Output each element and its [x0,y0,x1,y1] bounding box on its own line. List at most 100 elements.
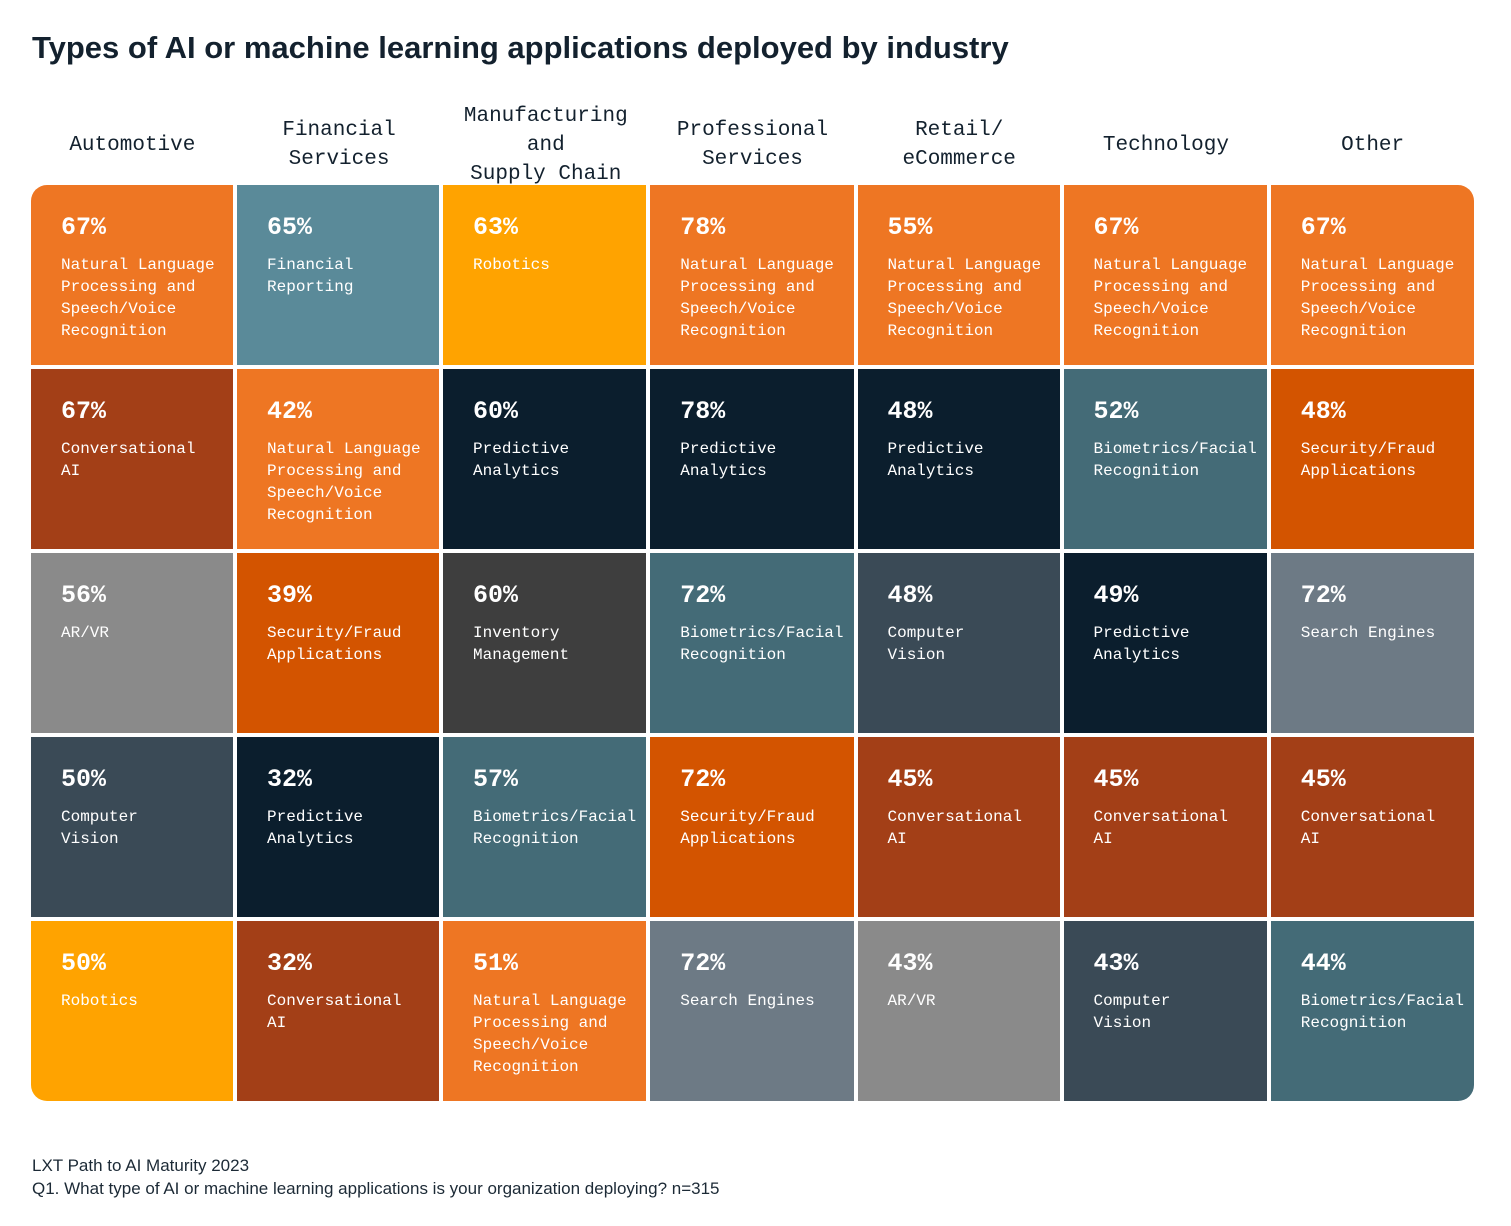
cell-value: 51% [473,949,519,978]
cell-label: Predictive Analytics [267,808,364,848]
cell-value: 55% [887,213,933,242]
cell-label: Biometrics/Facial Recognition [1300,992,1464,1032]
cell-value: 50% [61,765,107,794]
heatmap-cell: 65% Financial Reporting [237,185,440,365]
cell-label: Search Engines [1300,624,1436,642]
cell-label: Natural Language Processing and Speech/V… [887,256,1042,340]
heatmap-cell: 50% Robotics [31,921,234,1101]
cell-value: 48% [1300,397,1346,426]
column-header: Financial Services [282,119,396,171]
cell-value: 32% [267,949,313,978]
cell-label: Robotics [61,992,138,1010]
cell-label: Conversational AI [887,808,1022,848]
cell-label: Conversational AI [1300,808,1436,848]
cell-label: Robotics [473,256,550,274]
heatmap-cell: 63% Robotics [443,185,647,365]
cell-label: Predictive Analytics [1093,624,1190,664]
heatmap-cell: 50% Computer Vision [31,737,234,917]
heatmap-cell: 60% Predictive Analytics [443,369,647,549]
cell-label: Search Engines [680,992,815,1010]
cell-label: AR/VR [887,992,936,1010]
cell-label: Predictive Analytics [887,440,984,480]
cell-label: Natural Language Processing and Speech/V… [61,256,215,340]
column-headers: Automotive Financial Services Manufacturin… [31,104,1474,186]
cell-label: Computer Vision [1093,992,1171,1032]
cell-label: Natural Language Processing and Speech/V… [1300,256,1455,340]
cell-label: Conversational AI [61,440,196,480]
heatmap-cell: 78% Predictive Analytics [650,369,854,549]
cell-label: Predictive Analytics [473,440,570,480]
heatmap-cell: 57% Biometrics/Facial Recognition [443,737,647,917]
cell-value: 60% [473,581,519,610]
heatmap-cell: 45% Conversational AI [1063,737,1267,917]
cell-label: Computer Vision [61,808,138,848]
cell-label: Natural Language Processing and Speech/V… [473,992,627,1076]
cell-label: Security/Fraud Applications [1300,440,1436,480]
heatmap-cell: 67% Conversational AI [31,369,234,549]
cell-value: 72% [680,765,726,794]
cell-value: 44% [1300,949,1346,978]
heatmap-cell: 32% Conversational AI [237,921,440,1101]
column-header: Manufacturing and Supply Chain [463,104,628,186]
heatmap-cell: 72% Security/Fraud Applications [650,737,854,917]
source-text: LXT Path to AI Maturity 2023 [32,1156,250,1175]
cell-value: 63% [473,213,519,242]
heatmap-cell: 42% Natural Language Processing and Speec… [237,369,440,549]
column-header: Technology [1102,133,1229,157]
cell-label: Biometrics/Facial Recognition [473,808,637,848]
cell-label: Conversational AI [267,992,402,1032]
cell-value: 60% [473,397,519,426]
cell-value: 67% [1093,213,1139,242]
heatmap-cell: 32% Predictive Analytics [237,737,440,917]
heatmap-cell: 67% Natural Language Processing and Speec… [1063,185,1267,365]
cell-value: 78% [680,397,726,426]
heatmap-cell: 49% Predictive Analytics [1063,553,1267,733]
heatmap-cell: 67% Natural Language Processing and Speec… [31,185,234,365]
cell-value: 57% [473,765,519,794]
cell-value: 72% [1300,581,1346,610]
cell-value: 45% [1093,765,1139,794]
question-note: Q1. What type of AI or machine learning … [32,1179,720,1198]
cell-value: 72% [680,581,726,610]
cell-label: Predictive Analytics [680,440,777,480]
cell-value: 67% [61,397,107,426]
cell-value: 39% [267,581,313,610]
column-header: Retail/ eCommerce [902,119,1016,171]
heatmap-cell: 52% Biometrics/Facial Recognition [1063,369,1267,549]
cell-label: Natural Language Processing and Speech/V… [267,440,421,524]
cell-value: 65% [267,213,313,242]
heatmap-cell: 48% Predictive Analytics [857,369,1060,549]
heatmap-cell: 43% Computer Vision [1063,921,1267,1101]
cell-label: Computer Vision [887,624,965,664]
cell-value: 43% [1093,949,1139,978]
heatmap-cell: 44% Biometrics/Facial Recognition [1270,921,1474,1101]
heatmap-cell: 39% Security/Fraud Applications [237,553,440,733]
cell-value: 42% [267,397,313,426]
column-header: Automotive [69,133,196,157]
cell-label: Natural Language Processing and Speech/V… [680,256,834,340]
cell-value: 72% [680,949,726,978]
heatmap-cell: 56% AR/VR [31,553,234,733]
source-note: LXT Path to AI Maturity 2023 Q1. What ty… [32,1154,720,1200]
heatmap-cell: 78% Natural Language Processing and Speec… [650,185,854,365]
heatmap-cell: 72% Search Engines [1270,553,1474,733]
cell-label: Financial Reporting [267,256,354,296]
cell-value: 45% [1300,765,1346,794]
cell-value: 45% [887,765,933,794]
heatmap-cell: 45% Conversational AI [857,737,1060,917]
cell-label: Biometrics/Facial Recognition [1093,440,1257,480]
cell-value: 32% [267,765,313,794]
cell-value: 67% [1300,213,1346,242]
cell-value: 49% [1093,581,1139,610]
column-header: Other [1341,133,1405,157]
cell-value: 50% [61,949,107,978]
cell-value: 52% [1093,397,1139,426]
cell-label: Security/Fraud Applications [267,624,402,664]
column-header: Professional Services [676,119,829,171]
cell-value: 48% [887,581,933,610]
cell-label: Natural Language Processing and Speech/V… [1093,256,1248,340]
heatmap-cell: 72% Search Engines [650,921,854,1101]
cell-label: AR/VR [61,624,110,642]
cell-label: Biometrics/Facial Recognition [680,624,844,664]
heatmap-cell: 60% Inventory Management [443,553,647,733]
